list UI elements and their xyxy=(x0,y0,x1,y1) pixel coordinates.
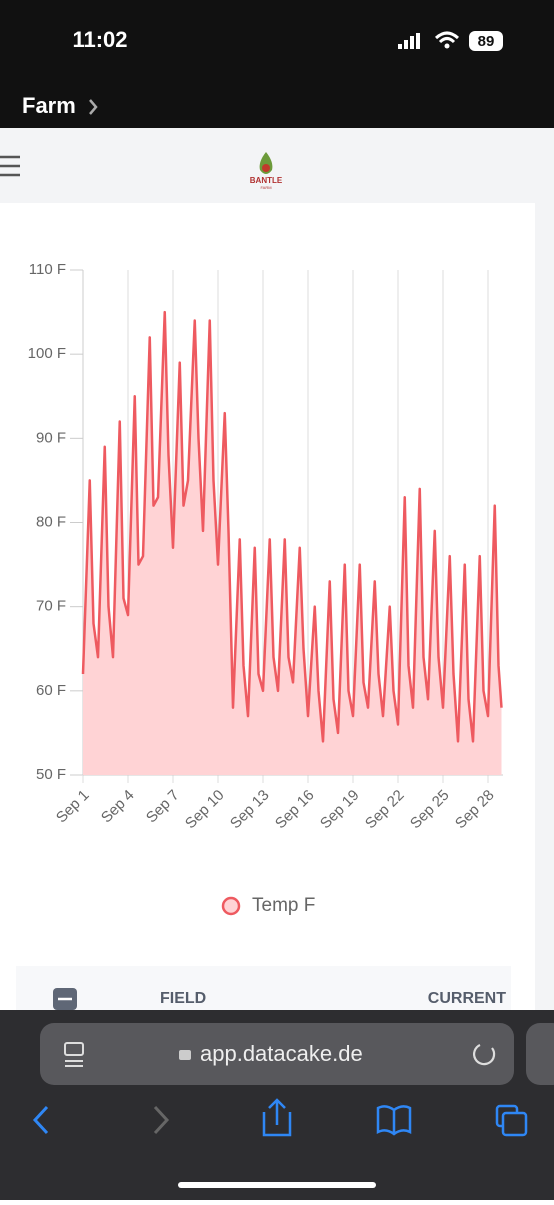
table-header-row xyxy=(16,966,511,1010)
bookmarks-button[interactable] xyxy=(376,1105,412,1136)
menu-icon[interactable] xyxy=(0,155,20,177)
url-field[interactable] xyxy=(40,1023,514,1085)
share-button[interactable] xyxy=(262,1098,292,1137)
battery-level: 89 xyxy=(478,33,495,50)
logo-seed xyxy=(262,164,270,172)
y-tick-label: 70 F xyxy=(36,598,66,615)
area-fill xyxy=(83,312,502,775)
wifi-icon xyxy=(434,31,460,44)
back-button[interactable] xyxy=(32,1105,49,1135)
logo-name: BANTLE xyxy=(250,176,283,185)
status-bar xyxy=(0,0,554,128)
y-tick-label: 50 F xyxy=(36,766,66,783)
y-tick-label: 110 F xyxy=(29,261,66,278)
y-tick-label: 100 F xyxy=(28,345,66,362)
logo-sub: FARM xyxy=(260,185,271,190)
back-link[interactable]: Farm xyxy=(22,93,76,118)
url: app.datacake.de xyxy=(200,1041,363,1066)
battery xyxy=(469,31,503,51)
clock: 11:02 xyxy=(72,27,127,52)
tabs-button[interactable] xyxy=(495,1104,528,1137)
forward-button[interactable] xyxy=(153,1105,170,1135)
reader-icon[interactable] xyxy=(64,1042,84,1067)
table-header: CURRENT xyxy=(428,990,506,1007)
series-line xyxy=(81,310,503,743)
y-tick-label: 80 F xyxy=(36,513,66,530)
reload-icon[interactable] xyxy=(473,1043,496,1066)
lock-icon xyxy=(179,1050,191,1060)
legend-marker xyxy=(221,896,241,916)
chevron xyxy=(89,99,98,115)
table-header: FIELD xyxy=(160,990,206,1007)
y-tick-label: 90 F xyxy=(36,429,66,446)
signal-icon xyxy=(398,33,420,49)
y-tick-label: 60 F xyxy=(36,682,66,699)
next-tab[interactable] xyxy=(526,1023,554,1085)
legend-label: Temp F xyxy=(252,895,315,916)
wifi-dot xyxy=(444,43,450,49)
home-indicator xyxy=(178,1182,376,1188)
